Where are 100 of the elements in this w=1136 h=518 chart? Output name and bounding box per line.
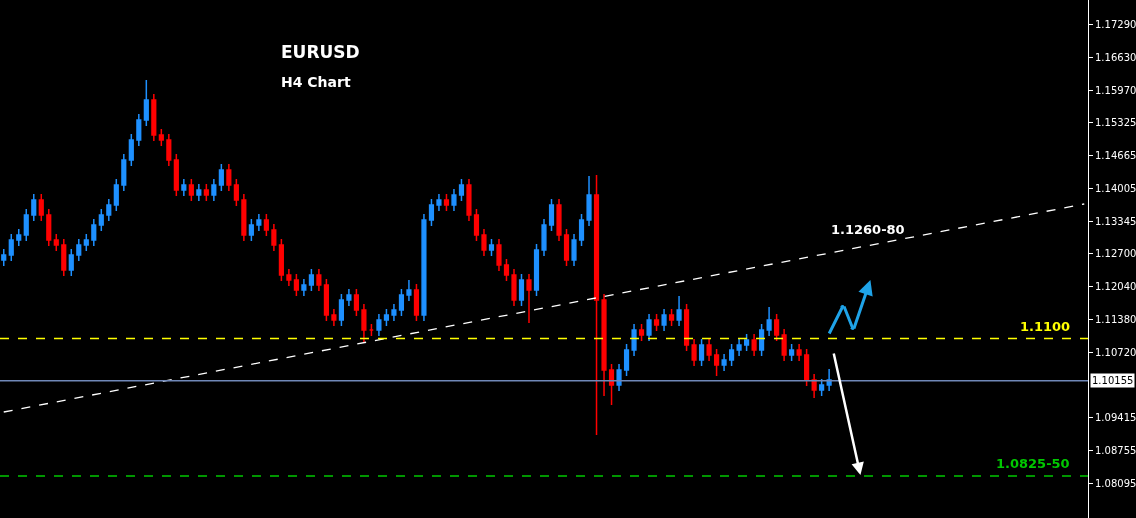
candlestick: [31, 193, 37, 222]
candlestick: [248, 218, 254, 242]
candlestick: [586, 175, 592, 227]
candlestick: [428, 198, 435, 227]
candlestick: [638, 323, 645, 342]
candlestick: [443, 193, 450, 212]
text: EURUSD: [281, 42, 360, 62]
candlestick: [398, 288, 405, 317]
candlestick: [526, 273, 532, 324]
candlestick: [436, 193, 442, 212]
candlestick: [263, 213, 269, 237]
candlestick: [511, 268, 517, 307]
candlestick: [698, 338, 705, 367]
candlestick: [488, 238, 495, 257]
candlestick: [308, 268, 314, 292]
y-tick-label: 1.15325: [1095, 116, 1136, 128]
candlestick: [301, 278, 307, 297]
candlestick: [256, 213, 262, 232]
candlestick: [811, 373, 817, 399]
candlestick: [121, 153, 127, 192]
ref-line-label: 1.1100: [1020, 319, 1071, 334]
candlestick: [158, 128, 164, 147]
y-tick-label: 1.12040: [1095, 281, 1136, 292]
candlestick: [653, 313, 660, 332]
candlestick: [676, 295, 682, 327]
candlestick: [578, 213, 585, 247]
candlestick: [804, 348, 810, 387]
candlestick: [53, 233, 59, 252]
candlestick: [38, 193, 44, 222]
candlestick: [713, 348, 720, 377]
candlestick: [781, 328, 787, 362]
candlestick: [826, 368, 832, 392]
candlestick: [188, 178, 194, 202]
y-tick-label: 1.10720: [1095, 347, 1136, 358]
candlestick: [503, 258, 510, 282]
y-tick-label: 1.17290: [1095, 18, 1136, 30]
candlestick: [271, 223, 277, 252]
candlestick: [548, 198, 555, 232]
candlestick: [571, 233, 577, 267]
candlestick: [406, 279, 412, 302]
candlestick: [729, 343, 735, 367]
y-tick-label: 1.08755: [1095, 445, 1136, 457]
candlestick: [136, 113, 142, 147]
y-tick-label: 1.09415: [1095, 412, 1136, 424]
candlestick: [646, 313, 652, 342]
candlestick: [203, 183, 209, 202]
candlestick: [293, 273, 299, 297]
candlestick: [518, 273, 525, 307]
candlestick: [736, 338, 742, 357]
candlestick: [143, 79, 149, 127]
candlestick: [316, 268, 322, 292]
candlestick: [451, 188, 457, 212]
candlestick: [774, 313, 780, 342]
candlestick: [601, 293, 607, 397]
candlestick: [563, 228, 570, 267]
candlestick: [218, 163, 224, 192]
candlestick: [691, 338, 697, 367]
candlestick: [661, 308, 667, 332]
candlestick: [466, 178, 472, 222]
candlestick: [376, 313, 382, 337]
candlestick: [623, 343, 630, 377]
candlestick: [61, 238, 67, 277]
candlestick: [766, 306, 772, 337]
candlestick: [286, 268, 292, 287]
candlestick: [353, 288, 359, 317]
candlestick: [83, 233, 89, 252]
candlestick: [421, 213, 427, 322]
candlestick: [196, 183, 202, 202]
y-tick-label: 1.12700: [1095, 248, 1136, 259]
candlestick: [819, 378, 825, 397]
candlestick: [556, 198, 562, 242]
candlestick: [181, 178, 187, 197]
y-tick-label: 1.08095: [1095, 478, 1136, 490]
y-tick-label: 1.14005: [1095, 182, 1136, 194]
candlestick: [533, 243, 540, 297]
candlestick: [16, 228, 22, 247]
candlestick: [166, 133, 172, 167]
candlestick: [23, 208, 29, 242]
y-tick-label: 1.13345: [1095, 215, 1136, 227]
candlestick: [473, 208, 480, 242]
candlestick: [331, 308, 337, 327]
candlestick: [173, 153, 179, 197]
candlestick: [68, 248, 74, 277]
candlestick: [1, 248, 7, 267]
annotation: 1.1260-80: [831, 222, 905, 237]
candlestick: [368, 323, 375, 337]
candlestick: [323, 278, 329, 322]
y-tick-label: 1.14665: [1095, 149, 1136, 161]
candlestick: [241, 193, 247, 242]
candlestick: [721, 353, 727, 372]
candlestick: [481, 228, 487, 257]
candlestick: [361, 303, 367, 343]
candlestick: [541, 218, 547, 257]
candlestick: [496, 238, 502, 272]
candlestick: [706, 338, 712, 362]
candlestick: [113, 178, 119, 212]
candlestick: [383, 308, 390, 327]
candlestick: [151, 93, 157, 142]
candlestick: [98, 208, 104, 232]
candlestick: [8, 233, 14, 262]
